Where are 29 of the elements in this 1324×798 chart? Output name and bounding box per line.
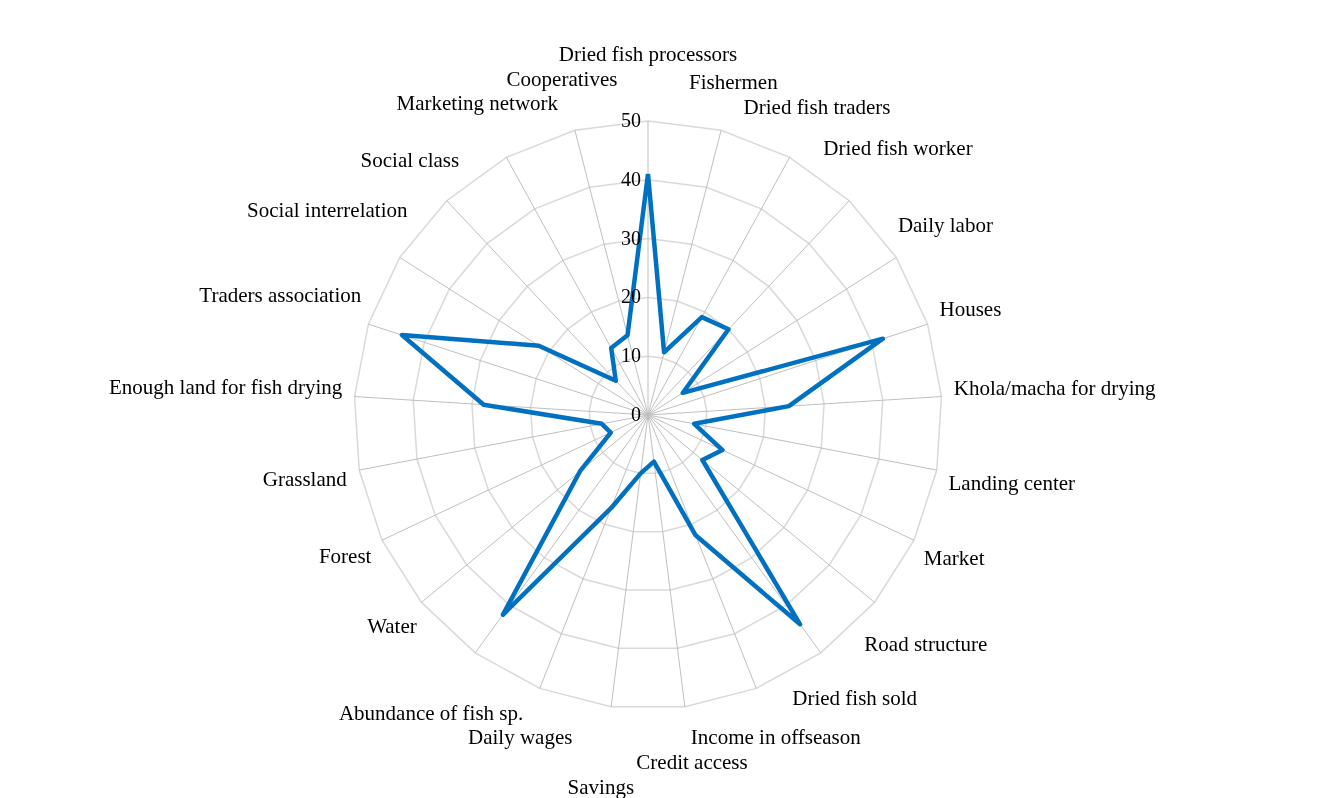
spoke-label: Dried fish sold <box>792 686 918 711</box>
spoke-label: Savings <box>567 775 635 798</box>
spoke-label: Income in offseason <box>690 724 862 749</box>
spoke-label: Dried fish processors <box>558 42 738 66</box>
spoke-label: Fishermen <box>689 69 779 94</box>
y-tick-label: 40 <box>621 167 641 190</box>
spoke-label: Water <box>367 613 417 638</box>
spoke-label: Enough land for fish drying <box>109 375 343 400</box>
y-tick-label: 10 <box>621 344 641 367</box>
spoke-label: Khola/macha for drying <box>953 376 1157 401</box>
y-tick-label: 50 <box>621 109 641 131</box>
spoke-label: Market <box>923 546 985 571</box>
spoke-label: Social interrelation <box>247 198 408 223</box>
spoke-label: Grassland <box>262 467 348 492</box>
spoke-label: Social class <box>360 148 460 173</box>
spoke-label: Traders association <box>199 282 362 307</box>
spoke-label: Daily labor <box>897 213 993 238</box>
spoke-label: Marketing network <box>396 91 559 116</box>
spoke-label: Landing center <box>948 471 1076 496</box>
spoke-label: Road structure <box>864 631 988 656</box>
spoke-label: Abundance of fish sp. <box>338 700 524 725</box>
spoke-label: Credit access <box>636 750 748 775</box>
spoke-label: Forest <box>318 544 372 569</box>
y-tick-label: 0 <box>631 403 641 425</box>
spoke-label: Dried fish worker <box>823 135 973 160</box>
spoke-label: Daily wages <box>468 724 573 749</box>
spoke-label: Houses <box>939 297 1002 322</box>
spoke-label: Cooperatives <box>506 66 618 91</box>
spoke-label: Dried fish traders <box>743 94 891 119</box>
